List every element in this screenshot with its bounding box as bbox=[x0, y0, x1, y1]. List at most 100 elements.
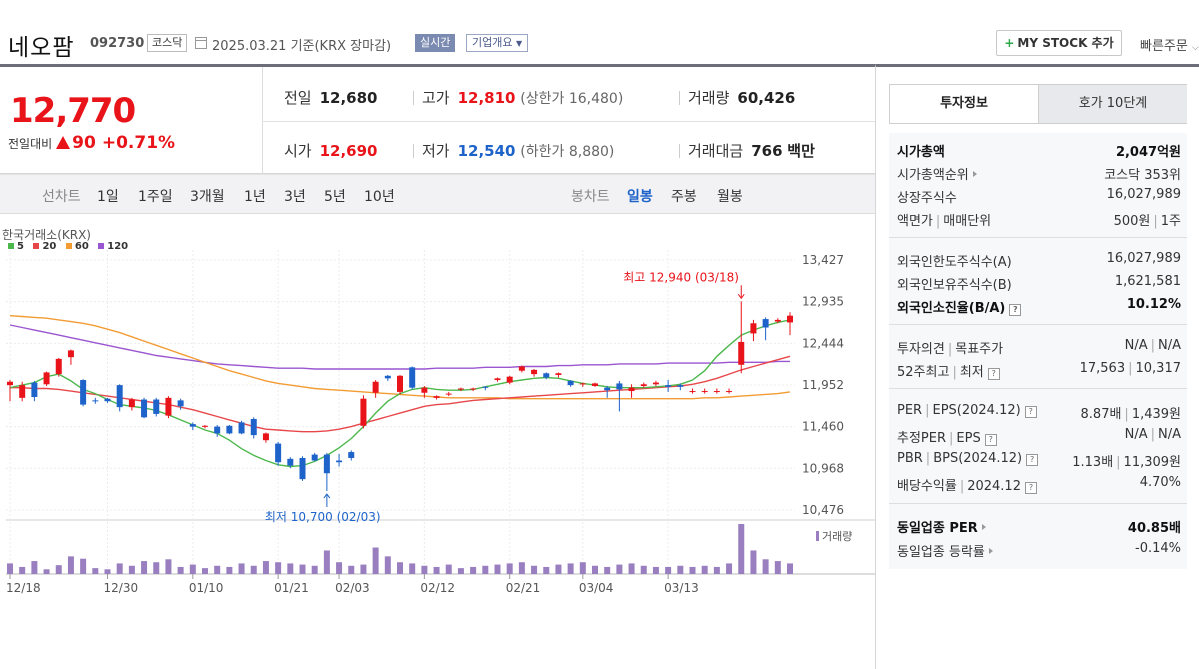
low-price: 저가 12,540 (하한가 8,880) bbox=[422, 140, 614, 161]
quick-order-button[interactable]: 빠른주문 ⌵ bbox=[1140, 35, 1199, 54]
volume-bar bbox=[604, 566, 611, 574]
line-chart-label: 선차트 bbox=[42, 189, 81, 205]
volume-bar bbox=[750, 550, 757, 574]
caret-right-icon bbox=[981, 524, 986, 530]
volume-bar bbox=[238, 563, 245, 574]
volume-bar bbox=[531, 565, 538, 574]
period-10y[interactable]: 10년 bbox=[364, 189, 395, 205]
candle-body bbox=[628, 387, 635, 392]
volume-bar bbox=[555, 564, 562, 574]
company-overview-button[interactable]: 기업개요 ▼ bbox=[466, 34, 529, 52]
help-icon[interactable]: ? bbox=[1026, 454, 1039, 466]
candle-body bbox=[738, 341, 745, 365]
legend-ma20-label: 20 bbox=[42, 241, 57, 252]
volume-bar bbox=[177, 566, 184, 574]
period-3y[interactable]: 3년 bbox=[284, 189, 306, 205]
volume-value: 60,426 bbox=[737, 89, 796, 107]
x-tick-label: 03/13 bbox=[664, 581, 699, 595]
period-5y[interactable]: 5년 bbox=[324, 189, 346, 205]
stock-name: 네오팜 bbox=[8, 35, 75, 61]
volume-bar bbox=[616, 564, 623, 574]
listed-shares-label: 상장주식수 bbox=[897, 191, 957, 206]
foreign-ratio-value: 10.12% bbox=[1126, 297, 1181, 312]
candle-body bbox=[55, 358, 62, 375]
period-1w[interactable]: 1주일 bbox=[138, 189, 173, 205]
x-tick-label: 02/03 bbox=[335, 581, 370, 595]
foreign-limit-row: 외국인한도주식수(A) 16,027,989 bbox=[897, 251, 1181, 270]
volume-bar bbox=[457, 568, 464, 574]
volume-bar bbox=[774, 561, 781, 574]
price-chart[interactable]: 13,427 12,935 12,444 11,952 11,460 10,968 10,4… bbox=[0, 214, 875, 604]
x-tick-label: 12/30 bbox=[104, 581, 139, 595]
sector-change-row[interactable]: 동일업종 등락률 -0.14% bbox=[897, 541, 1181, 560]
candle-body bbox=[433, 396, 440, 398]
prev-close-value: 12,680 bbox=[319, 89, 378, 107]
volume-bar bbox=[433, 566, 440, 574]
divider bbox=[262, 121, 875, 122]
help-icon[interactable]: ? bbox=[987, 368, 1000, 380]
candle-body bbox=[275, 443, 282, 463]
pbr-value: 1.13배 | 11,309원 bbox=[1072, 455, 1181, 470]
prev-close-label: 전일 bbox=[284, 89, 312, 107]
divider bbox=[413, 91, 414, 105]
legend-ma20: 20 bbox=[33, 241, 56, 252]
volume-bar bbox=[153, 562, 160, 574]
volume-bar bbox=[80, 558, 87, 574]
candle-body bbox=[141, 399, 148, 418]
candle-body bbox=[372, 381, 379, 393]
ma-line-120 bbox=[9, 324, 790, 370]
volume-bar bbox=[787, 563, 793, 574]
candle-monthly[interactable]: 월봉 bbox=[717, 189, 743, 205]
sector-change-label: 동일업종 등락률 bbox=[897, 541, 993, 560]
volume-bar bbox=[128, 565, 135, 574]
candle-body bbox=[518, 366, 525, 371]
high-price: 고가 12,810 (상한가 16,480) bbox=[422, 87, 623, 108]
stock-header: 네오팜 092730 코스닥 2025.03.21 기준(KRX 장마감) 실시… bbox=[0, 0, 1199, 64]
volume-bar bbox=[421, 565, 428, 574]
exchange-label: 한국거래소(KRX) bbox=[2, 228, 91, 242]
candle-daily[interactable]: 일봉 bbox=[627, 189, 653, 205]
candle-weekly[interactable]: 주봉 bbox=[671, 189, 697, 205]
candle-body bbox=[299, 457, 306, 480]
sector-per-row[interactable]: 동일업종 PER 40.85배 bbox=[897, 517, 1181, 536]
tab-invest-info[interactable]: 투자정보 bbox=[890, 85, 1039, 123]
amount-label: 거래대금 bbox=[688, 142, 744, 160]
candle-body bbox=[494, 378, 501, 381]
low-value: 12,540 bbox=[457, 142, 516, 160]
high-label: 고가 bbox=[422, 89, 450, 107]
period-3m[interactable]: 3개월 bbox=[190, 189, 225, 205]
low-arrow-head bbox=[323, 493, 331, 499]
per-value: 8.87배 | 1,439원 bbox=[1080, 407, 1181, 422]
y-tick-label: 10,968 bbox=[802, 461, 844, 475]
realtime-button[interactable]: 실시간 bbox=[415, 34, 456, 52]
open-value: 12,690 bbox=[319, 142, 378, 160]
candle-body bbox=[177, 400, 184, 407]
divider bbox=[889, 237, 1187, 238]
market-badge: 코스닥 bbox=[147, 34, 188, 52]
help-icon[interactable]: ? bbox=[1024, 482, 1037, 494]
candle-body bbox=[311, 454, 318, 461]
trade-amount: 거래대금 766 백만 bbox=[688, 140, 815, 161]
opinion-value: N/A | N/A bbox=[1124, 338, 1181, 353]
period-1y[interactable]: 1년 bbox=[244, 189, 266, 205]
volume-bar bbox=[43, 569, 50, 574]
foreign-ratio-row: 외국인소진율(B/A)? 10.12% bbox=[897, 297, 1181, 316]
candle-body bbox=[713, 391, 720, 393]
period-1d[interactable]: 1일 bbox=[97, 189, 119, 205]
help-icon[interactable]: ? bbox=[984, 434, 997, 446]
market-cap-rank-row[interactable]: 시가총액순위 코스닥 353위 bbox=[897, 164, 1181, 183]
my-stock-add-button[interactable]: + MY STOCK 추가 bbox=[996, 30, 1122, 56]
y-tick-label: 12,935 bbox=[802, 295, 844, 309]
volume-bar bbox=[202, 568, 208, 574]
candle-body bbox=[616, 383, 623, 390]
upper-limit: (상한가 16,480) bbox=[520, 91, 624, 107]
sector-per-label: 동일업종 PER bbox=[897, 517, 986, 536]
help-icon[interactable]: ? bbox=[1009, 304, 1022, 316]
x-tick-label: 01/10 bbox=[189, 581, 224, 595]
volume-bar bbox=[299, 564, 306, 574]
tab-orderbook[interactable]: 호가 10단계 bbox=[1039, 85, 1187, 123]
help-icon[interactable]: ? bbox=[1024, 406, 1037, 418]
candle-body bbox=[384, 375, 391, 379]
candle-body bbox=[543, 373, 550, 378]
week52-row: 52주최고 | 최저? 17,563 | 10,317 bbox=[897, 361, 1181, 380]
